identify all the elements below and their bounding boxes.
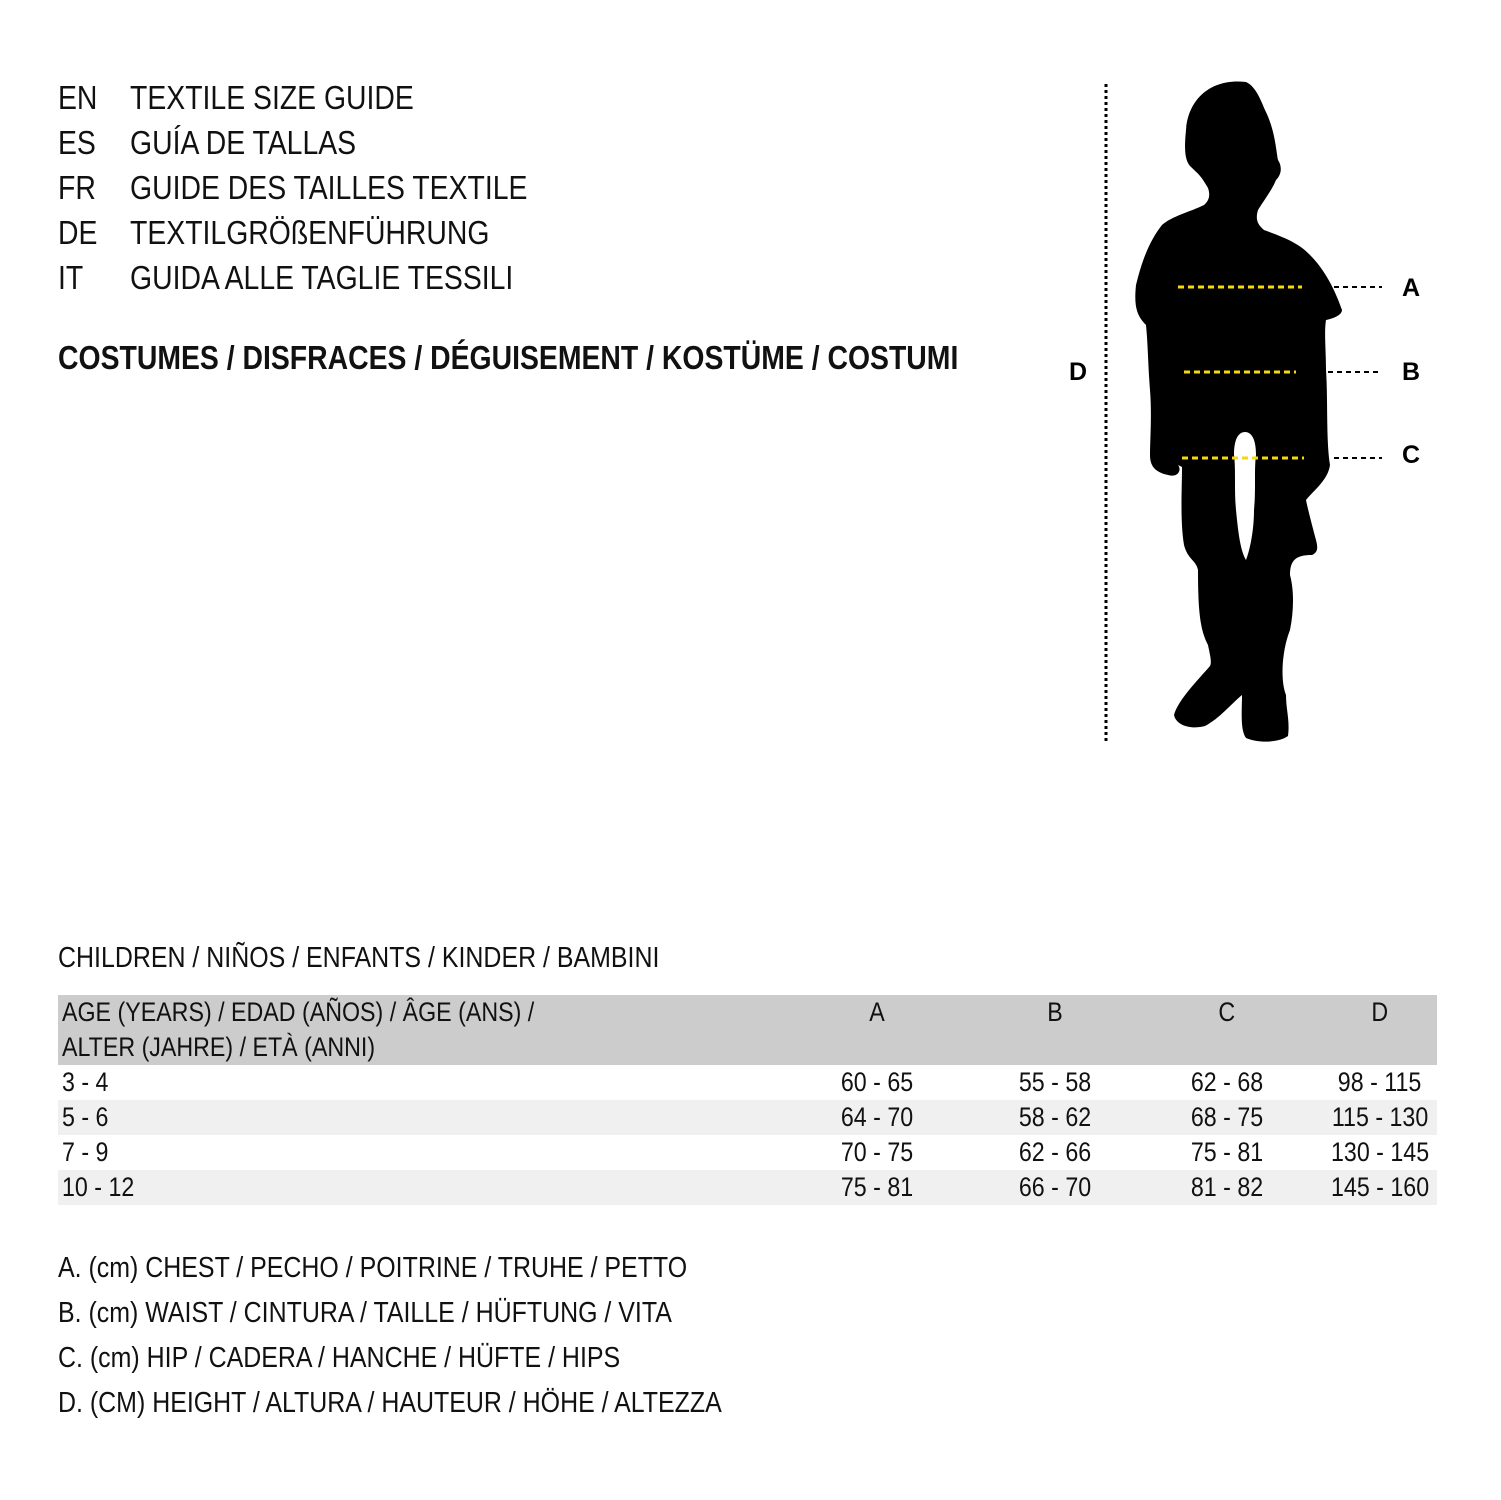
cell-age: 7 - 9	[62, 1137, 109, 1167]
table-row: 3 - 4 60 - 65 55 - 58 62 - 68 98 - 115	[58, 1065, 1437, 1100]
cell-c: 81 - 82	[1190, 1172, 1263, 1202]
language-title: GUIDA ALLE TAGLIE TESSILI	[130, 259, 514, 296]
cell-d: 115 - 130	[1331, 1102, 1429, 1132]
language-code: FR	[58, 169, 96, 206]
cell-age: 3 - 4	[62, 1067, 109, 1097]
label-c: C	[1402, 441, 1420, 469]
language-title: GUIDE DES TAILLES TEXTILE	[130, 169, 528, 206]
cell-b: 62 - 66	[1019, 1137, 1092, 1167]
header-b: B	[1047, 997, 1064, 1027]
legend-chest: A. (cm) CHEST / PECHO / POITRINE / TRUHE…	[58, 1252, 688, 1284]
costumes-subtitle: COSTUMES / DISFRACES / DÉGUISEMENT / KOS…	[58, 338, 1105, 378]
child-silhouette-figure: D A B C	[1069, 81, 1420, 742]
cell-c: 68 - 75	[1190, 1102, 1263, 1132]
label-a: A	[1402, 274, 1420, 302]
cell-b: 58 - 62	[1019, 1102, 1092, 1132]
table-header-row: AGE (YEARS) / EDAD (AÑOS) / ÂGE (ANS) / …	[58, 995, 1437, 1065]
header-c: C	[1218, 997, 1235, 1027]
section-title: CHILDREN / NIÑOS / ENFANTS / KINDER / BA…	[58, 940, 757, 976]
language-title: TEXTILE SIZE GUIDE	[130, 79, 414, 116]
header-age: AGE (YEARS) / EDAD (AÑOS) / ÂGE (ANS) / …	[58, 995, 643, 1065]
header-d: D	[1371, 997, 1389, 1027]
cell-d: 130 - 145	[1330, 1137, 1430, 1167]
cell-b: 66 - 70	[1019, 1172, 1092, 1202]
spacer-cell	[643, 1135, 774, 1170]
table-row: 10 - 12 75 - 81 66 - 70 81 - 82 145 - 160	[58, 1170, 1437, 1205]
spacer-cell	[643, 1065, 774, 1100]
subtitle-text: COSTUMES / DISFRACES / DÉGUISEMENT / KOS…	[58, 339, 959, 376]
header-a: A	[869, 997, 886, 1027]
cell-a: 60 - 65	[841, 1067, 914, 1097]
label-b: B	[1402, 358, 1420, 386]
spacer-cell	[643, 1100, 774, 1135]
size-table: AGE (YEARS) / EDAD (AÑOS) / ÂGE (ANS) / …	[58, 995, 1437, 1205]
language-code: DE	[58, 214, 98, 251]
label-d: D	[1069, 358, 1087, 386]
cell-a: 70 - 75	[841, 1137, 914, 1167]
cell-age: 5 - 6	[62, 1102, 109, 1132]
header-age-line1: AGE (YEARS) / EDAD (AÑOS) / ÂGE (ANS) /	[62, 997, 535, 1027]
table-row: 5 - 6 64 - 70 58 - 62 68 - 75 115 - 130	[58, 1100, 1437, 1135]
spacer-cell	[643, 1170, 774, 1205]
language-code: EN	[58, 79, 98, 116]
language-title: GUÍA DE TALLAS	[130, 124, 357, 161]
cell-a: 75 - 81	[841, 1172, 914, 1202]
cell-a: 64 - 70	[841, 1102, 914, 1132]
cell-b: 55 - 58	[1019, 1067, 1092, 1097]
section-title-text: CHILDREN / NIÑOS / ENFANTS / KINDER / BA…	[58, 942, 660, 974]
header-age-line2: ALTER (JAHRE) / ETÀ (ANNI)	[62, 1032, 376, 1062]
language-code: IT	[58, 259, 84, 296]
legend-height: D. (CM) HEIGHT / ALTURA / HAUTEUR / HÖHE…	[58, 1387, 722, 1419]
language-code: ES	[58, 124, 96, 161]
cell-c: 62 - 68	[1190, 1067, 1263, 1097]
cell-c: 75 - 81	[1190, 1137, 1263, 1167]
cell-d: 98 - 115	[1338, 1067, 1422, 1097]
legend-hip: C. (cm) HIP / CADERA / HANCHE / HÜFTE / …	[58, 1342, 621, 1374]
language-title: TEXTILGRÖßENFÜHRUNG	[130, 214, 490, 251]
legend-waist: B. (cm) WAIST / CINTURA / TAILLE / HÜFTU…	[58, 1297, 672, 1329]
cell-age: 10 - 12	[62, 1172, 135, 1202]
table-row: 7 - 9 70 - 75 62 - 66 75 - 81 130 - 145	[58, 1135, 1437, 1170]
child-silhouette-icon	[1135, 81, 1342, 742]
cell-d: 145 - 160	[1330, 1172, 1430, 1202]
